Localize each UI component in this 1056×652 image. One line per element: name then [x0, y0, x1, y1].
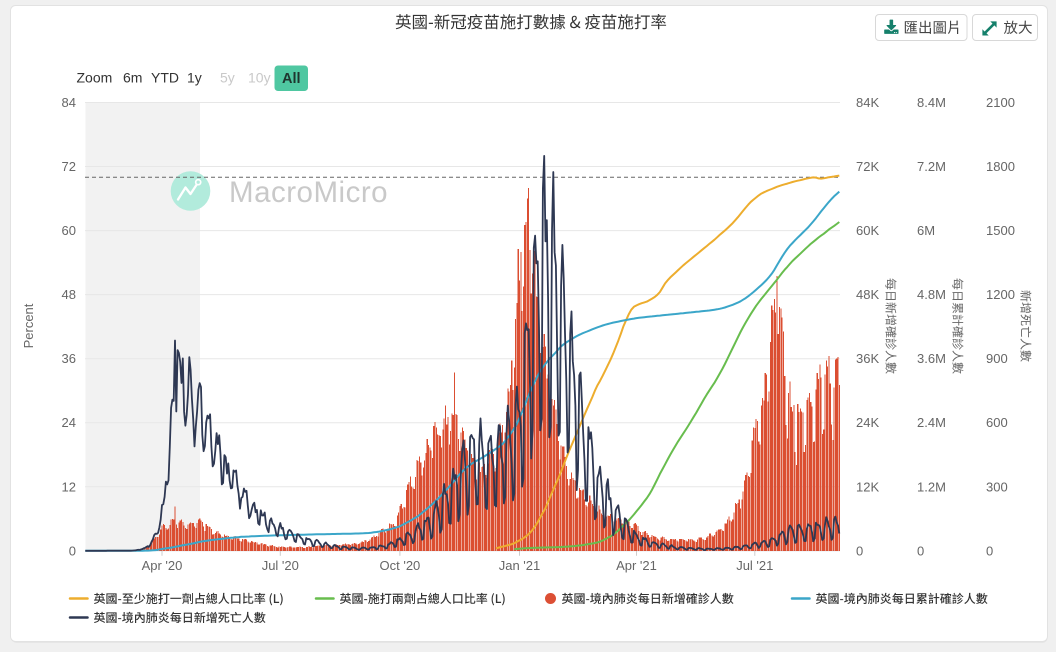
- svg-text:Percent: Percent: [21, 303, 36, 348]
- svg-text:0: 0: [986, 543, 993, 558]
- svg-text:60: 60: [62, 223, 76, 238]
- svg-text:36K: 36K: [856, 351, 879, 366]
- svg-text:0: 0: [917, 543, 924, 558]
- svg-text:72: 72: [62, 159, 76, 174]
- svg-text:36: 36: [62, 351, 76, 366]
- svg-text:Jan '21: Jan '21: [499, 558, 541, 573]
- svg-text:84K: 84K: [856, 95, 879, 110]
- svg-text:24: 24: [62, 415, 76, 430]
- svg-text:300: 300: [986, 479, 1008, 494]
- svg-text:MacroMicro: MacroMicro: [229, 176, 388, 209]
- svg-text:7.2M: 7.2M: [917, 159, 946, 174]
- svg-text:5y: 5y: [220, 70, 235, 86]
- svg-text:1800: 1800: [986, 159, 1015, 174]
- svg-text:Oct '20: Oct '20: [380, 558, 421, 573]
- svg-text:900: 900: [986, 351, 1008, 366]
- svg-text:0: 0: [856, 543, 863, 558]
- svg-text:6m: 6m: [123, 70, 142, 86]
- svg-text:48K: 48K: [856, 287, 879, 302]
- svg-text:8.4M: 8.4M: [917, 95, 946, 110]
- svg-text:Apr '21: Apr '21: [616, 558, 657, 573]
- svg-text:72K: 72K: [856, 159, 879, 174]
- svg-text:2100: 2100: [986, 95, 1015, 110]
- svg-text:24K: 24K: [856, 415, 879, 430]
- svg-text:YTD: YTD: [151, 70, 179, 86]
- svg-text:1.2M: 1.2M: [917, 479, 946, 494]
- svg-text:60K: 60K: [856, 223, 879, 238]
- svg-text:10y: 10y: [248, 70, 271, 86]
- svg-text:Jul '20: Jul '20: [262, 558, 299, 573]
- svg-text:2.4M: 2.4M: [917, 415, 946, 430]
- svg-text:12K: 12K: [856, 479, 879, 494]
- svg-text:3.6M: 3.6M: [917, 351, 946, 366]
- svg-text:Zoom: Zoom: [77, 70, 113, 86]
- svg-text:Apr '20: Apr '20: [142, 558, 183, 573]
- svg-text:84: 84: [62, 95, 76, 110]
- svg-text:12: 12: [62, 479, 76, 494]
- svg-text:4.8M: 4.8M: [917, 287, 946, 302]
- svg-text:6M: 6M: [917, 223, 935, 238]
- svg-text:48: 48: [62, 287, 76, 302]
- svg-text:Jul '21: Jul '21: [736, 558, 773, 573]
- svg-text:600: 600: [986, 415, 1008, 430]
- svg-text:1500: 1500: [986, 223, 1015, 238]
- svg-text:1200: 1200: [986, 287, 1015, 302]
- svg-text:All: All: [282, 71, 301, 87]
- svg-text:1y: 1y: [187, 70, 202, 86]
- svg-text:0: 0: [69, 543, 76, 558]
